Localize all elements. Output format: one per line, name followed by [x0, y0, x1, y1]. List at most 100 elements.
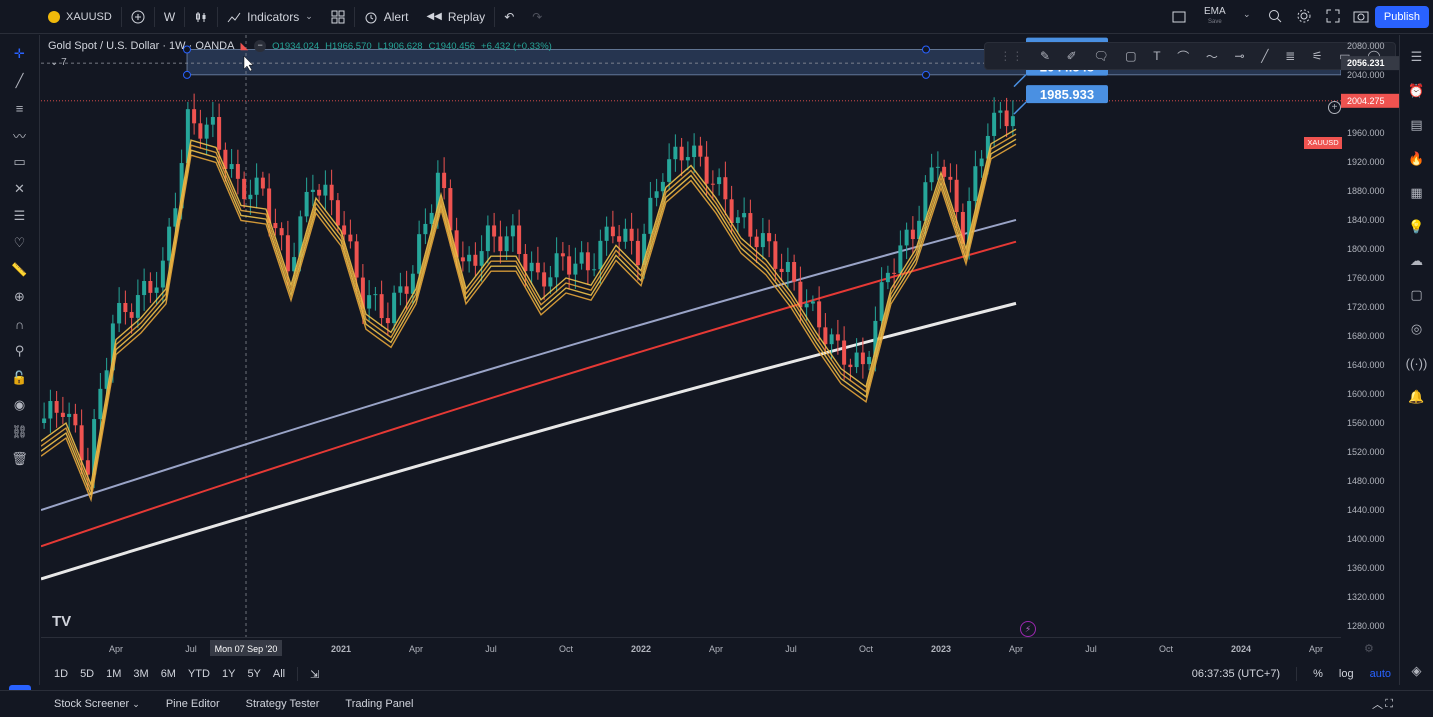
plus-circle-icon[interactable]: + — [1328, 101, 1341, 114]
node-tool-icon[interactable]: ✕ — [14, 181, 25, 196]
broadcast-icon[interactable]: ◎ — [1410, 321, 1423, 336]
horizontal-lines-icon[interactable]: ≡ — [15, 100, 24, 116]
pattern-icon[interactable]: 〰 — [12, 128, 26, 144]
fullscreen-icon[interactable] — [1326, 9, 1340, 26]
clock[interactable]: 06:37:35 (UTC+7) — [1191, 668, 1281, 680]
goto-date-icon[interactable]: ⇲ — [310, 668, 320, 681]
ray-icon[interactable]: ⊸ — [1234, 49, 1245, 63]
search-icon[interactable] — [1268, 9, 1282, 26]
watchlist-icon[interactable]: ☰ — [1410, 49, 1423, 64]
candle-body — [785, 262, 790, 273]
tab-stock-screener[interactable]: Stock Screener ⌄ — [54, 698, 140, 710]
lightning-icon[interactable]: ⚡ — [1020, 621, 1036, 637]
trash-icon[interactable]: 🗑 — [11, 451, 28, 466]
alert-button[interactable]: Alert — [355, 0, 418, 34]
chart-pane[interactable]: 2062.3972044.5481985.933 — [41, 35, 1341, 637]
undo-button[interactable]: ↶ — [495, 0, 523, 34]
candle-body — [498, 236, 503, 252]
settings-lines-icon[interactable]: ≣ — [1285, 49, 1296, 63]
collapse-icon[interactable]: ︿ — [1372, 699, 1383, 711]
tab-pine-editor[interactable]: Pine Editor — [165, 698, 220, 710]
candle-body — [992, 112, 997, 136]
eye-icon[interactable]: ◉ — [13, 397, 26, 412]
indicators-button[interactable]: Indicators ⌄ — [218, 0, 322, 34]
lock-icon[interactable]: 🔓 — [11, 370, 28, 385]
tab-trading-panel[interactable]: Trading Panel — [345, 698, 414, 710]
signal-icon[interactable]: ((·)) — [1405, 355, 1428, 371]
drag-handle-icon[interactable]: ⋮⋮ — [999, 49, 1024, 63]
range-6m[interactable]: 6M — [160, 668, 176, 680]
range-ytd[interactable]: YTD — [187, 668, 210, 680]
ideas-bulb-icon[interactable]: 💡 — [1408, 219, 1425, 234]
layout-name-button[interactable]: EMA Save — [1204, 7, 1226, 27]
pen-icon[interactable]: ✐ — [1066, 49, 1077, 63]
path-icon[interactable]: 〜 — [1205, 49, 1218, 64]
publish-button[interactable]: Publish — [1374, 6, 1429, 28]
gear-icon[interactable] — [1297, 9, 1311, 26]
magnet-icon[interactable]: ∩ — [14, 316, 25, 332]
alerts-clock-icon[interactable]: ⏰ — [1408, 83, 1425, 98]
candle-body — [242, 178, 247, 200]
price-tick-label: 1320.000 — [1347, 592, 1385, 602]
range-5y[interactable]: 5Y — [247, 668, 261, 680]
price-scale[interactable]: 1280.000 1320.000 1360.000 1400.000 1440.000… — [1341, 35, 1399, 637]
filter-lines-icon[interactable]: ☰ — [13, 208, 26, 223]
zoom-in-icon[interactable]: ⊕ — [14, 289, 25, 304]
ruler-icon[interactable]: 📏 — [11, 262, 28, 277]
candle-body — [254, 177, 259, 195]
layers-icon[interactable]: ◈ — [1411, 663, 1422, 678]
templates-button[interactable] — [322, 0, 354, 34]
calendar-icon[interactable]: ▦ — [1410, 185, 1423, 200]
tab-strategy-tester[interactable]: Strategy Tester — [245, 698, 320, 710]
minus-icon[interactable]: − — [254, 40, 267, 52]
candle-body — [417, 234, 422, 274]
redo-button[interactable]: ↷ — [523, 0, 551, 34]
hotlist-flame-icon[interactable]: 🔥 — [1408, 151, 1425, 166]
streams-icon[interactable]: ☁ — [1410, 253, 1423, 268]
replay-button[interactable]: ◀◀ Replay — [417, 0, 494, 34]
sliders-icon[interactable]: ⚟ — [1311, 49, 1323, 63]
percent-scale-toggle[interactable]: % — [1313, 668, 1323, 680]
line-icon[interactable]: ╱ — [1261, 49, 1269, 63]
compare-button[interactable] — [122, 0, 154, 34]
annotation-icon[interactable]: ▭ — [13, 154, 26, 169]
price-chart[interactable]: 2062.3972044.5481985.933 — [41, 35, 1341, 637]
text-icon[interactable]: T — [1153, 49, 1161, 63]
heart-icon[interactable]: ♡ — [13, 235, 26, 250]
moving-average-line — [41, 301, 1017, 581]
range-5d[interactable]: 5D — [80, 668, 95, 680]
notification-bell-icon[interactable]: 🔔 — [1408, 389, 1425, 404]
candle-body — [248, 194, 253, 200]
candle-body — [623, 228, 628, 242]
range-1d[interactable]: 1D — [54, 668, 69, 680]
camera-icon[interactable] — [1353, 9, 1369, 26]
marker-icon[interactable]: ⌒ — [1177, 49, 1190, 64]
range-all[interactable]: All — [272, 668, 286, 680]
range-1m[interactable]: 1M — [106, 668, 122, 680]
link-icon[interactable]: ⛓ — [11, 424, 28, 439]
comment-icon[interactable]: ▭ — [1339, 49, 1351, 63]
chat-icon[interactable]: ▢ — [1410, 287, 1423, 302]
range-3m[interactable]: 3M — [133, 668, 149, 680]
crosshair-icon[interactable]: ✛ — [14, 46, 25, 61]
flag-icon[interactable]: ◣ — [240, 40, 249, 52]
indicator-toggle[interactable]: ⌄ 7 — [50, 57, 67, 68]
log-scale-toggle[interactable]: log — [1338, 668, 1354, 680]
chart-style-button[interactable] — [185, 0, 217, 34]
time-axis[interactable]: Apr Jul 2021 Apr Jul Oct 2022 Apr Jul Oct 2023 Apr J… — [41, 637, 1341, 659]
trend-line-icon[interactable]: ╱ — [15, 73, 24, 88]
range-1y[interactable]: 1Y — [221, 668, 236, 680]
chevron-down-icon[interactable]: ⌄ — [1243, 9, 1251, 19]
rectangle-icon[interactable]: ▢ — [1125, 49, 1137, 63]
interval-button[interactable]: W — [163, 9, 176, 24]
brush-icon[interactable]: ✎ — [1039, 49, 1051, 63]
gear-icon[interactable]: ⚙ — [1364, 643, 1374, 655]
callout-icon[interactable]: 🗨 — [1093, 49, 1109, 63]
fullscreen-layout-button[interactable] — [1163, 0, 1195, 34]
candle-body — [898, 245, 903, 274]
symbol-search[interactable]: XAUUSD — [0, 0, 121, 34]
data-window-icon[interactable]: ▤ — [1410, 117, 1423, 132]
maximize-icon[interactable]: ⛶ — [1385, 697, 1393, 710]
auto-scale-toggle[interactable]: auto — [1369, 668, 1391, 680]
lock-drawing-icon[interactable]: ⚲ — [14, 343, 25, 358]
